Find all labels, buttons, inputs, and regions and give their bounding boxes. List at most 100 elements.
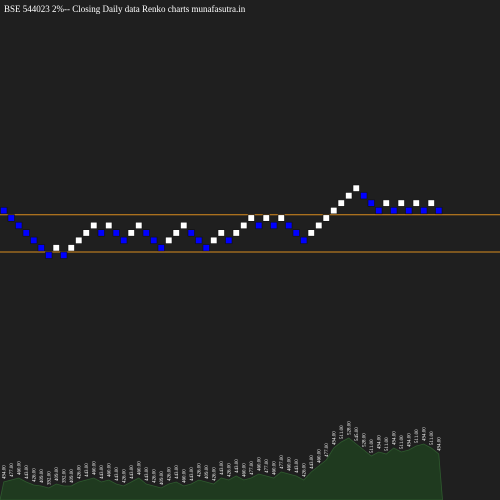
price-label: 494.00	[392, 431, 397, 445]
brick	[187, 229, 195, 237]
price-label: 443.00	[295, 459, 300, 473]
price-label: 426.00	[197, 463, 202, 477]
price-label: 511.00	[400, 435, 405, 449]
price-label: 494.00	[2, 465, 7, 479]
brick	[435, 207, 443, 215]
price-label: 443.00	[130, 465, 135, 479]
brick	[240, 221, 248, 230]
brick	[90, 221, 98, 230]
price-label: 443.00	[175, 465, 180, 479]
price-label: 443.00	[25, 465, 30, 479]
brick	[0, 207, 8, 215]
price-label: 460.00	[257, 457, 262, 471]
brick	[150, 236, 158, 244]
price-label: 460.00	[17, 461, 22, 475]
price-label: 409.00	[40, 469, 45, 483]
price-label: 426.00	[227, 463, 232, 477]
price-label: 443.00	[235, 459, 240, 473]
price-label: 426.00	[212, 467, 217, 481]
brick	[135, 221, 143, 230]
brick	[127, 229, 135, 237]
brick	[270, 221, 278, 230]
brick	[412, 199, 420, 207]
brick	[217, 229, 225, 237]
brick	[67, 244, 75, 252]
brick	[172, 229, 180, 237]
volume-area	[0, 437, 443, 500]
brick	[120, 236, 128, 244]
brick	[405, 207, 413, 215]
price-label: 460.00	[137, 461, 142, 475]
price-label: 392.00	[62, 469, 67, 483]
price-label: 426.00	[32, 468, 37, 482]
brick	[292, 229, 300, 237]
price-label: 426.00	[302, 463, 307, 477]
brick	[420, 207, 428, 215]
brick	[75, 236, 83, 244]
brick	[307, 229, 315, 237]
brick	[105, 221, 113, 230]
price-label: 460.00	[92, 461, 97, 475]
price-label: 443.00	[100, 465, 105, 479]
brick	[180, 221, 188, 230]
brick	[232, 229, 240, 237]
brick	[15, 221, 23, 230]
brick	[82, 229, 90, 237]
price-label: 426.00	[77, 465, 82, 479]
price-label: 511.00	[385, 437, 390, 451]
brick	[390, 207, 398, 215]
brick	[255, 221, 263, 230]
price-label: 392.00	[47, 471, 52, 485]
price-label: 460.00	[242, 463, 247, 477]
price-label: 494.00	[407, 433, 412, 447]
brick	[352, 184, 360, 192]
brick	[337, 199, 345, 207]
price-label: 409.00	[160, 471, 165, 485]
brick	[427, 199, 435, 207]
price-label: 494.00	[332, 431, 337, 445]
brick	[345, 192, 353, 200]
price-label: 528.00	[362, 433, 367, 447]
brick	[142, 229, 150, 237]
brick	[157, 244, 165, 252]
price-label: 443.00	[190, 467, 195, 481]
brick	[367, 199, 375, 207]
brick	[247, 214, 255, 222]
brick	[315, 221, 323, 230]
price-label: 409.00	[55, 467, 60, 481]
price-label: 477.00	[10, 463, 15, 477]
price-label: 426.00	[167, 467, 172, 481]
brick	[322, 214, 330, 222]
brick	[30, 236, 38, 244]
brick	[7, 214, 15, 222]
price-label: 460.00	[287, 457, 292, 471]
brick	[112, 229, 120, 237]
price-label: 460.00	[317, 449, 322, 463]
price-label: 443.00	[85, 463, 90, 477]
price-label: 460.00	[182, 469, 187, 483]
brick	[375, 207, 383, 215]
price-label: 477.00	[265, 459, 270, 473]
brick	[97, 229, 105, 237]
brick	[360, 192, 368, 200]
price-label: 511.00	[340, 425, 345, 439]
price-label: 409.00	[205, 465, 210, 479]
price-label: 477.00	[250, 461, 255, 475]
brick	[225, 236, 233, 244]
price-label: 494.00	[437, 437, 442, 451]
price-label: 477.00	[280, 455, 285, 469]
price-label: 443.00	[220, 461, 225, 475]
brick	[210, 236, 218, 244]
brick	[285, 221, 293, 230]
brick	[52, 244, 60, 252]
price-label: 494.00	[422, 427, 427, 441]
brick	[262, 214, 270, 222]
price-label: 511.00	[370, 439, 375, 453]
price-label: 477.00	[325, 443, 330, 457]
brick	[397, 199, 405, 207]
brick	[165, 236, 173, 244]
brick	[45, 251, 53, 259]
brick	[382, 199, 390, 207]
price-label: 460.00	[272, 461, 277, 475]
